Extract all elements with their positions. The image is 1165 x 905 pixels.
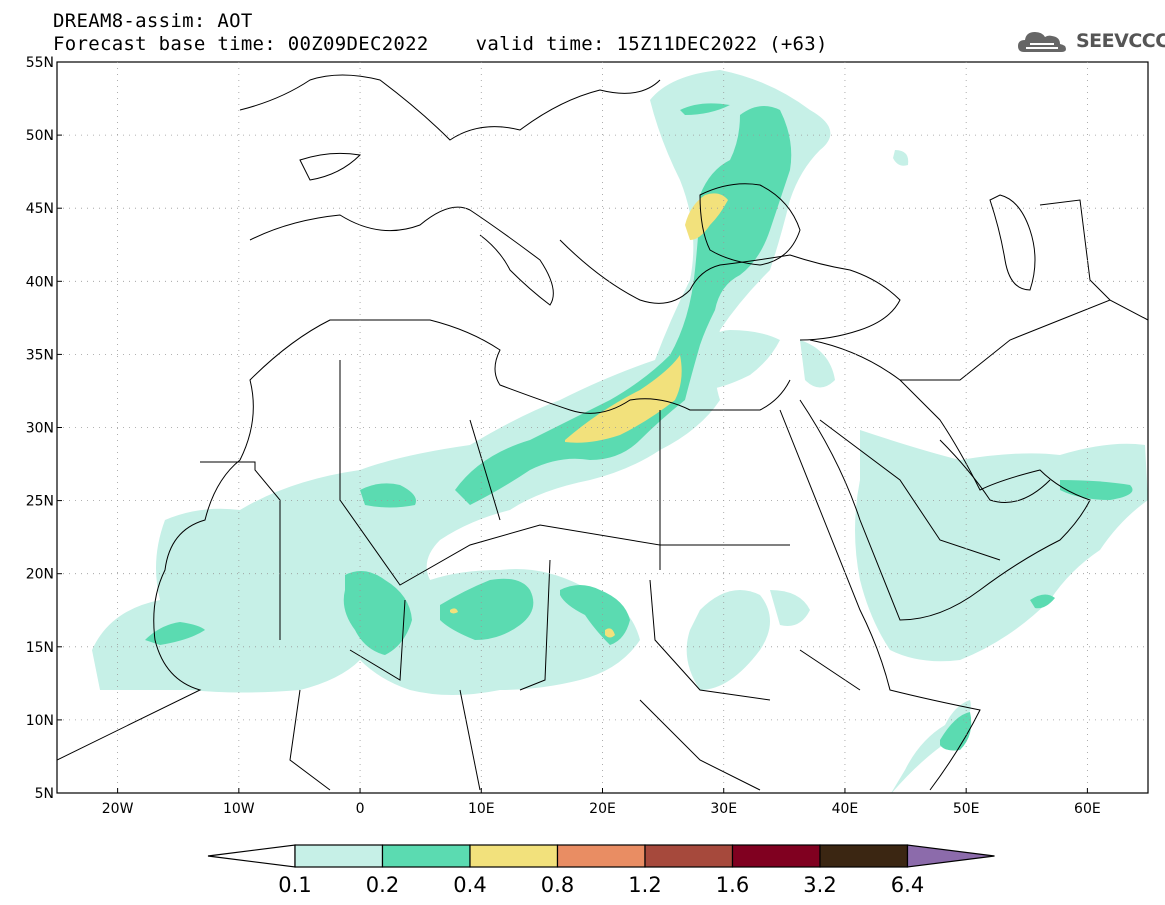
- lat-label: 5N: [35, 786, 54, 802]
- lon-label: 40E: [832, 801, 859, 817]
- colorbar-swatch: [644, 844, 734, 868]
- lat-label: 40N: [26, 274, 54, 290]
- lat-label: 25N: [26, 494, 54, 510]
- colorbar-swatch: [819, 844, 909, 868]
- colorbar-swatch: [731, 844, 821, 868]
- colorbar-swatch: [556, 844, 646, 868]
- lat-label: 45N: [26, 201, 54, 217]
- colorbar-labels: 0.1 0.2 0.4 0.8 1.2 1.6 3.2 6.4: [278, 873, 924, 897]
- longitude-labels: 20W 10W 0 10E 20E 30E 40E 50E 60E: [102, 801, 1101, 817]
- lat-label: 35N: [26, 347, 54, 363]
- colorbar-label: 0.1: [278, 873, 311, 897]
- colorbar-label: 3.2: [803, 873, 836, 897]
- lat-label: 55N: [26, 55, 54, 71]
- lat-label: 20N: [26, 567, 54, 583]
- colorbar-swatch: [294, 844, 384, 868]
- colorbar-label: 0.4: [453, 873, 486, 897]
- title-line-2: Forecast base time: 00Z09DEC2022 valid t…: [53, 33, 828, 55]
- latitude-labels: 55N 50N 45N 40N 35N 30N 25N 20N 15N 10N 5N: [26, 55, 54, 802]
- colorbar-label: 0.2: [366, 873, 399, 897]
- lon-label: 20W: [102, 801, 134, 817]
- axis-ticks: [57, 61, 1088, 794]
- colorbar-swatch: [469, 844, 559, 868]
- title-line-1: DREAM8-assim: AOT: [53, 10, 253, 32]
- colorbar-under-arrow: [207, 844, 296, 868]
- colorbar-label: 1.6: [716, 873, 749, 897]
- lat-label: 15N: [26, 640, 54, 656]
- colorbar-label: 1.2: [628, 873, 661, 897]
- lon-label: 60E: [1074, 801, 1101, 817]
- coastlines: [57, 74, 1148, 791]
- lon-label: 0: [356, 801, 365, 817]
- lon-label: 30E: [710, 801, 737, 817]
- cloud-icon: [1018, 32, 1066, 52]
- colorbar-swatch: [381, 844, 471, 868]
- colorbar-over-arrow: [906, 844, 995, 868]
- aot-field: [92, 70, 1148, 793]
- lon-label: 20E: [589, 801, 616, 817]
- lon-label: 10W: [223, 801, 255, 817]
- logo-text: SEEVCCC: [1076, 30, 1165, 52]
- colorbar-label: 6.4: [891, 873, 924, 897]
- colorbar-label: 0.8: [541, 873, 574, 897]
- lat-label: 50N: [26, 128, 54, 144]
- lat-label: 30N: [26, 421, 54, 437]
- lat-label: 10N: [26, 713, 54, 729]
- lon-label: 50E: [953, 801, 980, 817]
- colorbar: [207, 844, 995, 868]
- lon-label: 10E: [468, 801, 495, 817]
